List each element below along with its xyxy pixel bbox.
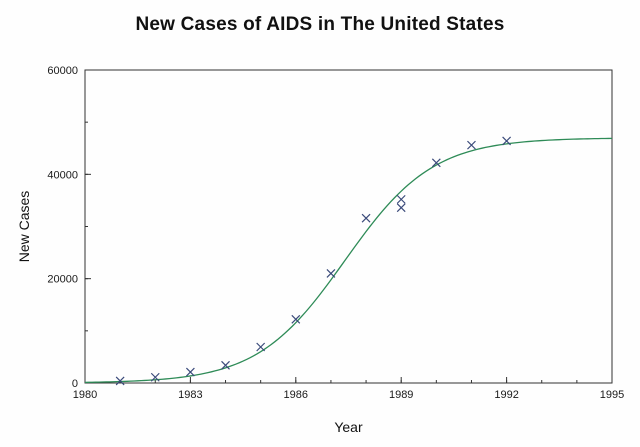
y-tick-label: 40000	[47, 169, 78, 181]
data-point-marker	[361, 213, 371, 223]
y-tick-label: 0	[72, 378, 78, 390]
chart-title: New Cases of AIDS in The United States	[135, 14, 505, 35]
data-point-marker	[115, 376, 125, 386]
data-point-marker	[326, 269, 336, 278]
y-tick-label: 20000	[47, 274, 78, 286]
data-point-marker	[467, 140, 476, 150]
y-axis-label: New Cases	[16, 190, 32, 263]
data-point-marker	[396, 194, 406, 204]
data-point-marker	[221, 360, 230, 370]
data-point-marker	[431, 158, 441, 168]
x-axis-label: Year	[334, 419, 363, 435]
x-tick-label: 1986	[284, 389, 308, 401]
data-point-marker	[185, 367, 195, 377]
x-tick-label: 1995	[600, 389, 624, 401]
data-point-marker	[150, 372, 160, 382]
x-tick-label: 1989	[389, 389, 413, 401]
data-point-marker	[291, 314, 301, 324]
data-point-marker	[502, 136, 512, 146]
y-tick-label: 60000	[47, 65, 78, 77]
fit-curve	[84, 137, 613, 383]
x-tick-label: 1980	[73, 389, 97, 401]
x-tick-label: 1983	[178, 389, 202, 401]
data-point-marker	[256, 342, 266, 352]
data-point-marker	[396, 203, 406, 213]
x-tick-label: 1992	[494, 389, 518, 401]
